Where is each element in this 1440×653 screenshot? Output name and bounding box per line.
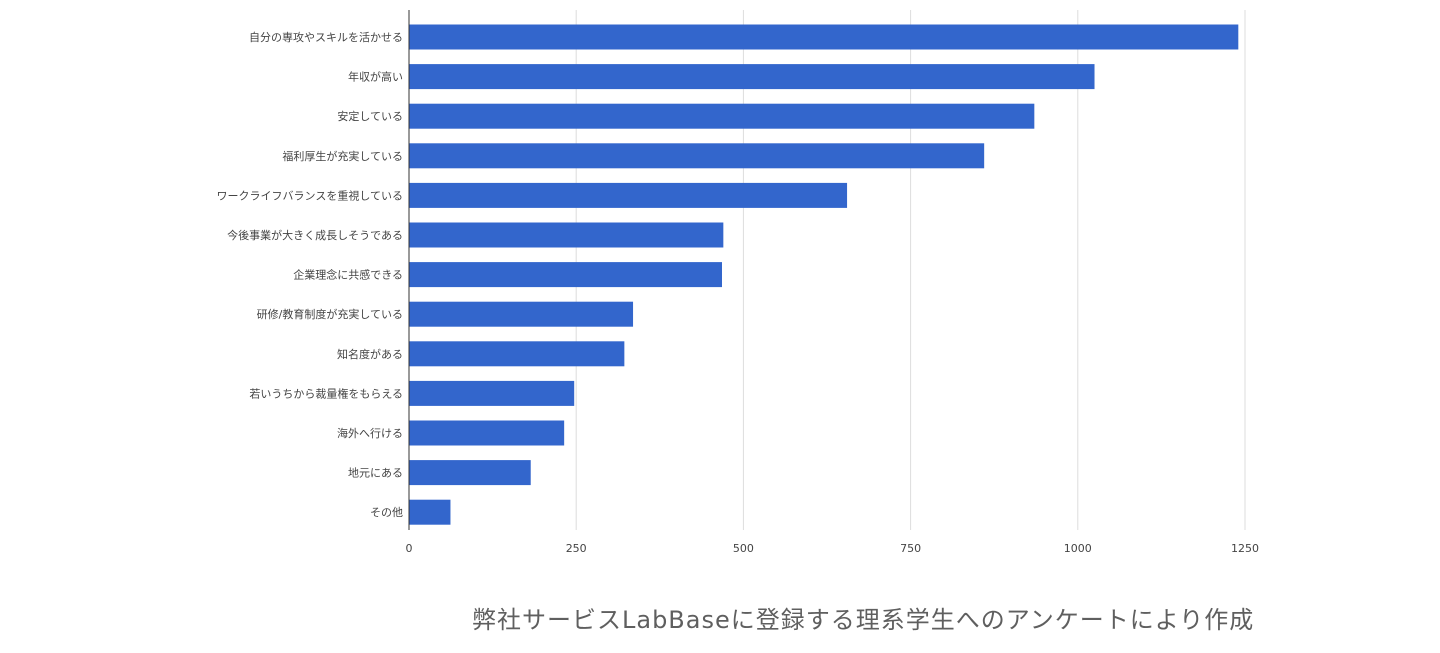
- x-tick-label: 750: [900, 542, 921, 555]
- bar: [409, 262, 722, 288]
- bar: [409, 341, 625, 367]
- category-labels: 自分の専攻やスキルを活かせる年収が高い安定している福利厚生が充実しているワークラ…: [217, 30, 403, 519]
- gridlines: [575, 10, 1246, 530]
- category-label: 地元にある: [348, 467, 403, 480]
- bar: [409, 24, 1239, 50]
- bar: [409, 499, 451, 525]
- category-label: 若いうちから裁量権をもらえる: [249, 386, 403, 400]
- category-label: 海外へ行ける: [337, 426, 403, 440]
- x-tick-label: 500: [733, 542, 754, 555]
- x-tick-label: 0: [406, 542, 413, 555]
- bar: [409, 420, 565, 446]
- category-label: 研修/教育制度が充実している: [257, 307, 403, 321]
- bar: [409, 182, 848, 208]
- x-tick-label: 1250: [1231, 542, 1259, 555]
- x-tick-label: 1000: [1064, 542, 1092, 555]
- source-note: 弊社サービスLabBaseに登録する理系学生へのアンケートにより作成: [472, 606, 1255, 634]
- category-label: 知名度がある: [337, 347, 403, 361]
- bar: [409, 460, 531, 486]
- bar: [409, 222, 724, 248]
- category-label: 自分の専攻やスキルを活かせる: [249, 30, 403, 44]
- category-label: 今後事業が大きく成長しそうである: [227, 228, 403, 242]
- category-label: その他: [370, 506, 403, 519]
- bar: [409, 301, 634, 327]
- x-tick-label: 250: [566, 542, 587, 555]
- bar: [409, 380, 575, 406]
- category-label: 年収が高い: [348, 70, 403, 84]
- bar: [409, 103, 1035, 129]
- category-label: ワークライフバランスを重視している: [217, 188, 403, 202]
- category-label: 福利厚生が充実している: [282, 149, 403, 163]
- category-label: 企業理念に共感できる: [293, 268, 403, 282]
- category-label: 安定している: [337, 109, 403, 123]
- x-tick-labels: 0 250 500 750 1000 1250: [406, 542, 1260, 555]
- bar: [409, 143, 985, 169]
- bars: [409, 24, 1239, 525]
- bar-chart: 自分の専攻やスキルを活かせる年収が高い安定している福利厚生が充実しているワークラ…: [217, 10, 1260, 555]
- bar: [409, 64, 1095, 90]
